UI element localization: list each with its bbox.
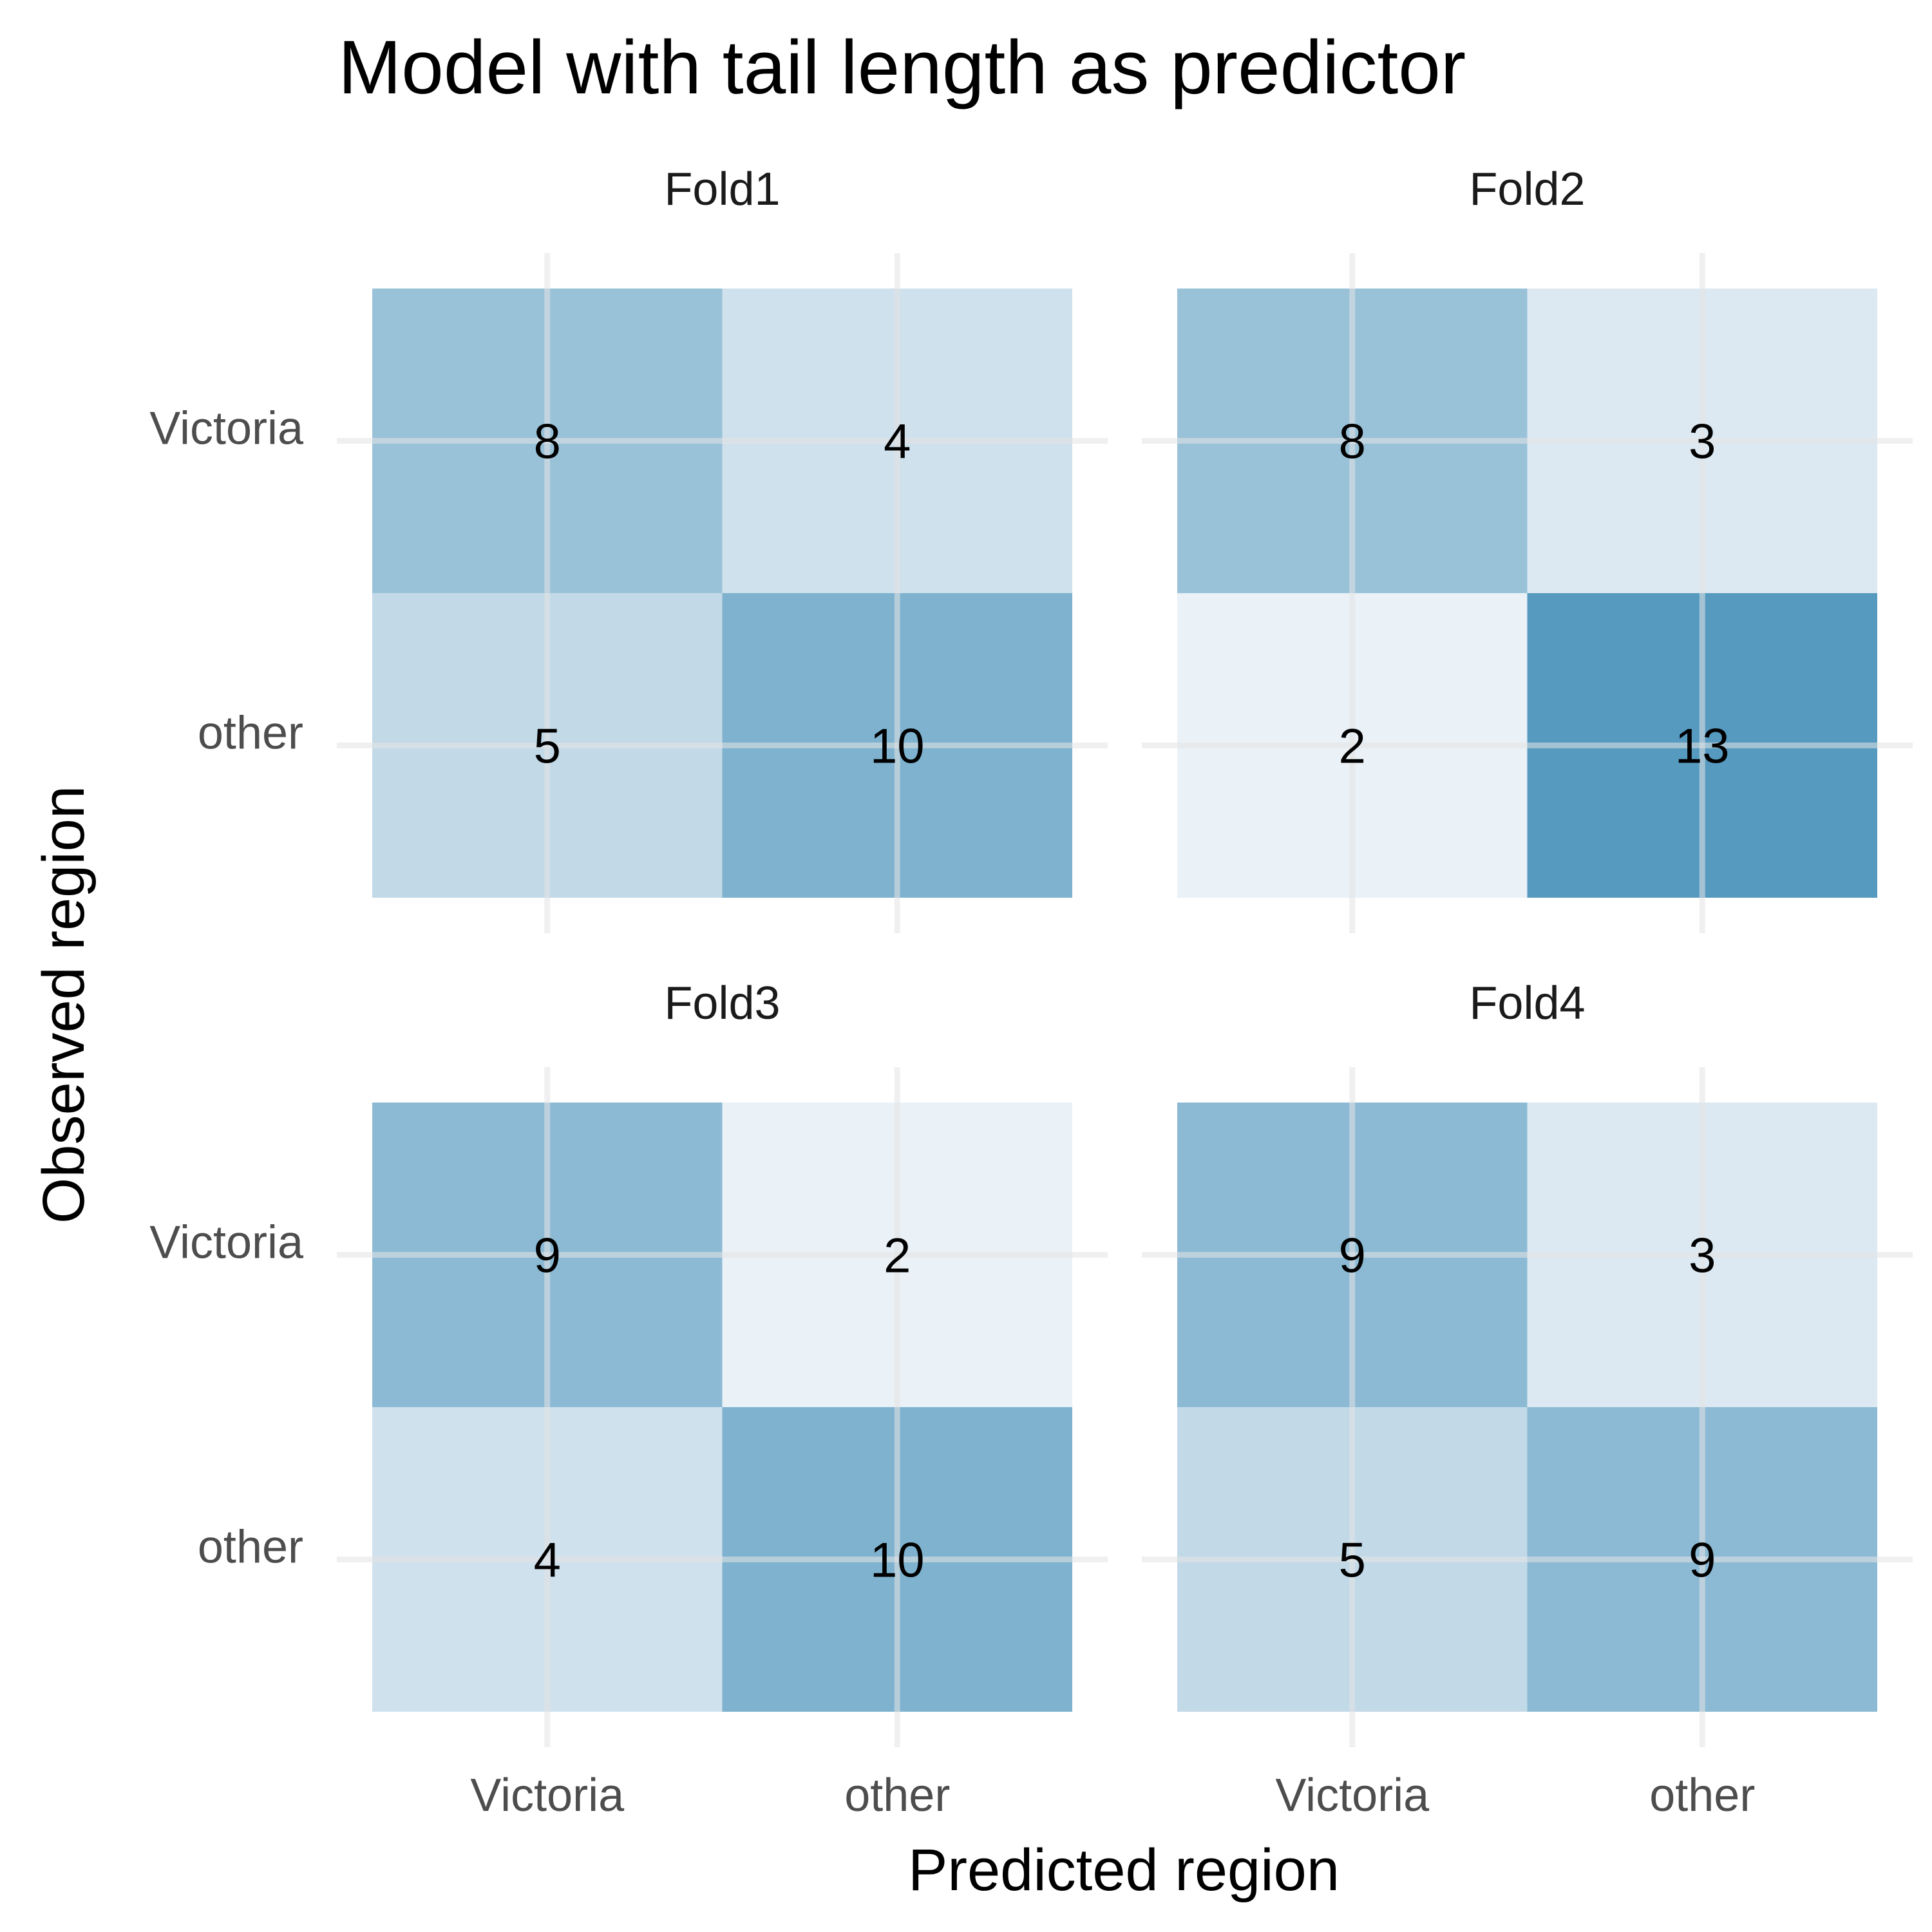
y-tick-label: Victoria: [149, 403, 304, 455]
x-tick-label: Victoria: [470, 1770, 625, 1821]
data-label: 2: [884, 1229, 911, 1283]
data-label: 4: [884, 415, 911, 469]
y-tick-label: Victoria: [149, 1217, 304, 1269]
data-label: 9: [1339, 1229, 1366, 1283]
data-label: 10: [870, 1533, 925, 1588]
x-axis-title: Predicted region: [908, 1837, 1340, 1903]
data-label: 2: [1339, 719, 1366, 774]
y-tick-label: other: [198, 1522, 303, 1573]
data-label: 3: [1689, 1229, 1716, 1283]
facet-strip-label: Fold2: [1469, 164, 1585, 215]
facet-strip-label: Fold4: [1469, 978, 1585, 1029]
chart-title: Model with tail length as predictor: [338, 25, 1466, 110]
x-tick-label: other: [844, 1770, 950, 1821]
data-label: 10: [870, 719, 925, 774]
y-axis-title: Observed region: [31, 786, 97, 1224]
data-label: 9: [534, 1229, 561, 1283]
y-tick-label: other: [198, 708, 303, 759]
panel-fold2: 8 3 2 13 Fold2: [1142, 164, 1913, 933]
facet-strip-label: Fold1: [664, 164, 780, 215]
x-tick-label: other: [1649, 1770, 1755, 1821]
data-label: 9: [1689, 1533, 1716, 1588]
data-label: 8: [1339, 415, 1366, 469]
data-label: 13: [1675, 719, 1730, 774]
panel-fold4: 9 3 5 9 Fold4 Victoria other: [1142, 978, 1913, 1821]
data-label: 5: [534, 719, 561, 774]
x-tick-label: Victoria: [1275, 1770, 1430, 1821]
data-label: 3: [1689, 415, 1716, 469]
data-label: 8: [534, 415, 561, 469]
facet-strip-label: Fold3: [664, 978, 780, 1029]
data-label: 4: [534, 1533, 561, 1588]
facet-panels: 8 4 5 10 Fold1 Victoria other 8 3 2 13 Fold2 9 2 4 10 Fo…: [149, 164, 1913, 1821]
panel-fold3: 9 2 4 10 Fold3 Victoria other Victoria other: [149, 978, 1108, 1821]
panel-fold1: 8 4 5 10 Fold1 Victoria other: [149, 164, 1108, 933]
data-label: 5: [1339, 1533, 1366, 1588]
